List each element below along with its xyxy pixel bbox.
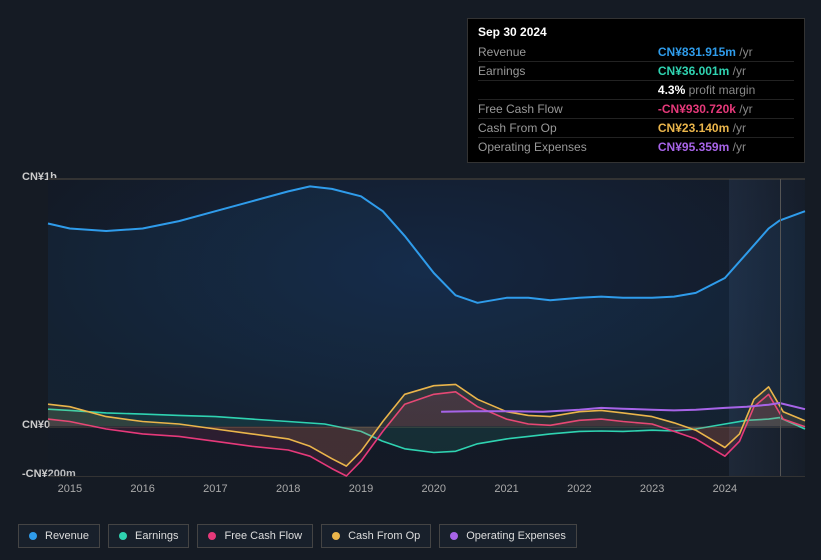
x-tick-label: 2016 <box>130 483 154 495</box>
legend-dot-icon <box>29 532 37 540</box>
x-tick-label: 2024 <box>713 483 737 495</box>
x-tick-label: 2018 <box>276 483 300 495</box>
tooltip-date: Sep 30 2024 <box>478 25 794 39</box>
legend-dot-icon <box>208 532 216 540</box>
legend-item-fcf[interactable]: Free Cash Flow <box>197 524 313 548</box>
legend-dot-icon <box>119 532 127 540</box>
legend-dot-icon <box>450 532 458 540</box>
tooltip-row-value: 4.3% profit margin <box>658 81 794 100</box>
x-tick-label: 2022 <box>567 483 591 495</box>
tooltip-rows: RevenueCN¥831.915m /yrEarningsCN¥36.001m… <box>478 43 794 156</box>
tooltip-row-label: Revenue <box>478 43 658 62</box>
x-tick-label: 2021 <box>494 483 518 495</box>
x-tick-label: 2023 <box>640 483 664 495</box>
x-tick-label: 2015 <box>58 483 82 495</box>
tooltip-row: 4.3% profit margin <box>478 81 794 100</box>
legend: Revenue Earnings Free Cash Flow Cash From O… <box>18 524 577 548</box>
gridline <box>48 476 805 477</box>
legend-item-opex[interactable]: Operating Expenses <box>439 524 577 548</box>
legend-item-label: Free Cash Flow <box>224 530 302 542</box>
legend-item-cfo[interactable]: Cash From Op <box>321 524 431 548</box>
tooltip-row: Free Cash Flow-CN¥930.720k /yr <box>478 100 794 119</box>
legend-dot-icon <box>332 532 340 540</box>
x-tick-label: 2017 <box>203 483 227 495</box>
plot-area[interactable] <box>48 178 805 476</box>
chart-tooltip: Sep 30 2024 RevenueCN¥831.915m /yrEarnin… <box>467 18 805 163</box>
chart-svg <box>48 179 805 476</box>
legend-item-earnings[interactable]: Earnings <box>108 524 189 548</box>
legend-item-label: Cash From Op <box>348 530 420 542</box>
legend-item-label: Earnings <box>135 530 178 542</box>
tooltip-row-label: Free Cash Flow <box>478 100 658 119</box>
tooltip-row: RevenueCN¥831.915m /yr <box>478 43 794 62</box>
tooltip-row-label <box>478 81 658 100</box>
tooltip-row-value: CN¥23.140m /yr <box>658 119 794 138</box>
y-tick-label: CN¥0 <box>22 419 50 431</box>
tooltip-row: EarningsCN¥36.001m /yr <box>478 62 794 81</box>
tooltip-row-value: CN¥36.001m /yr <box>658 62 794 81</box>
tooltip-row: Operating ExpensesCN¥95.359m /yr <box>478 138 794 157</box>
legend-item-label: Operating Expenses <box>466 530 566 542</box>
legend-item-revenue[interactable]: Revenue <box>18 524 100 548</box>
line-chart[interactable]: CN¥1bCN¥0-CN¥200m <box>18 160 805 480</box>
tooltip-row-value: CN¥831.915m /yr <box>658 43 794 62</box>
tooltip-row-label: Earnings <box>478 62 658 81</box>
cursor-vertical-line <box>780 179 781 476</box>
tooltip-row-label: Operating Expenses <box>478 138 658 157</box>
x-tick-label: 2019 <box>349 483 373 495</box>
tooltip-row: Cash From OpCN¥23.140m /yr <box>478 119 794 138</box>
legend-item-label: Revenue <box>45 530 89 542</box>
x-tick-label: 2020 <box>422 483 446 495</box>
tooltip-row-value: -CN¥930.720k /yr <box>658 100 794 119</box>
x-axis-labels: 2015 2016 2017 2018 2019 2020 2021 2022 2023 2024 <box>48 483 805 499</box>
tooltip-row-value: CN¥95.359m /yr <box>658 138 794 157</box>
tooltip-row-label: Cash From Op <box>478 119 658 138</box>
